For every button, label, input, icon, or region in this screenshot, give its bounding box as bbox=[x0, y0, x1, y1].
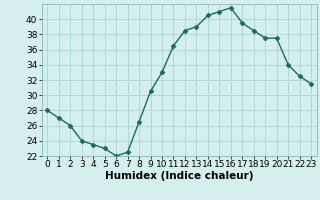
X-axis label: Humidex (Indice chaleur): Humidex (Indice chaleur) bbox=[105, 171, 253, 181]
